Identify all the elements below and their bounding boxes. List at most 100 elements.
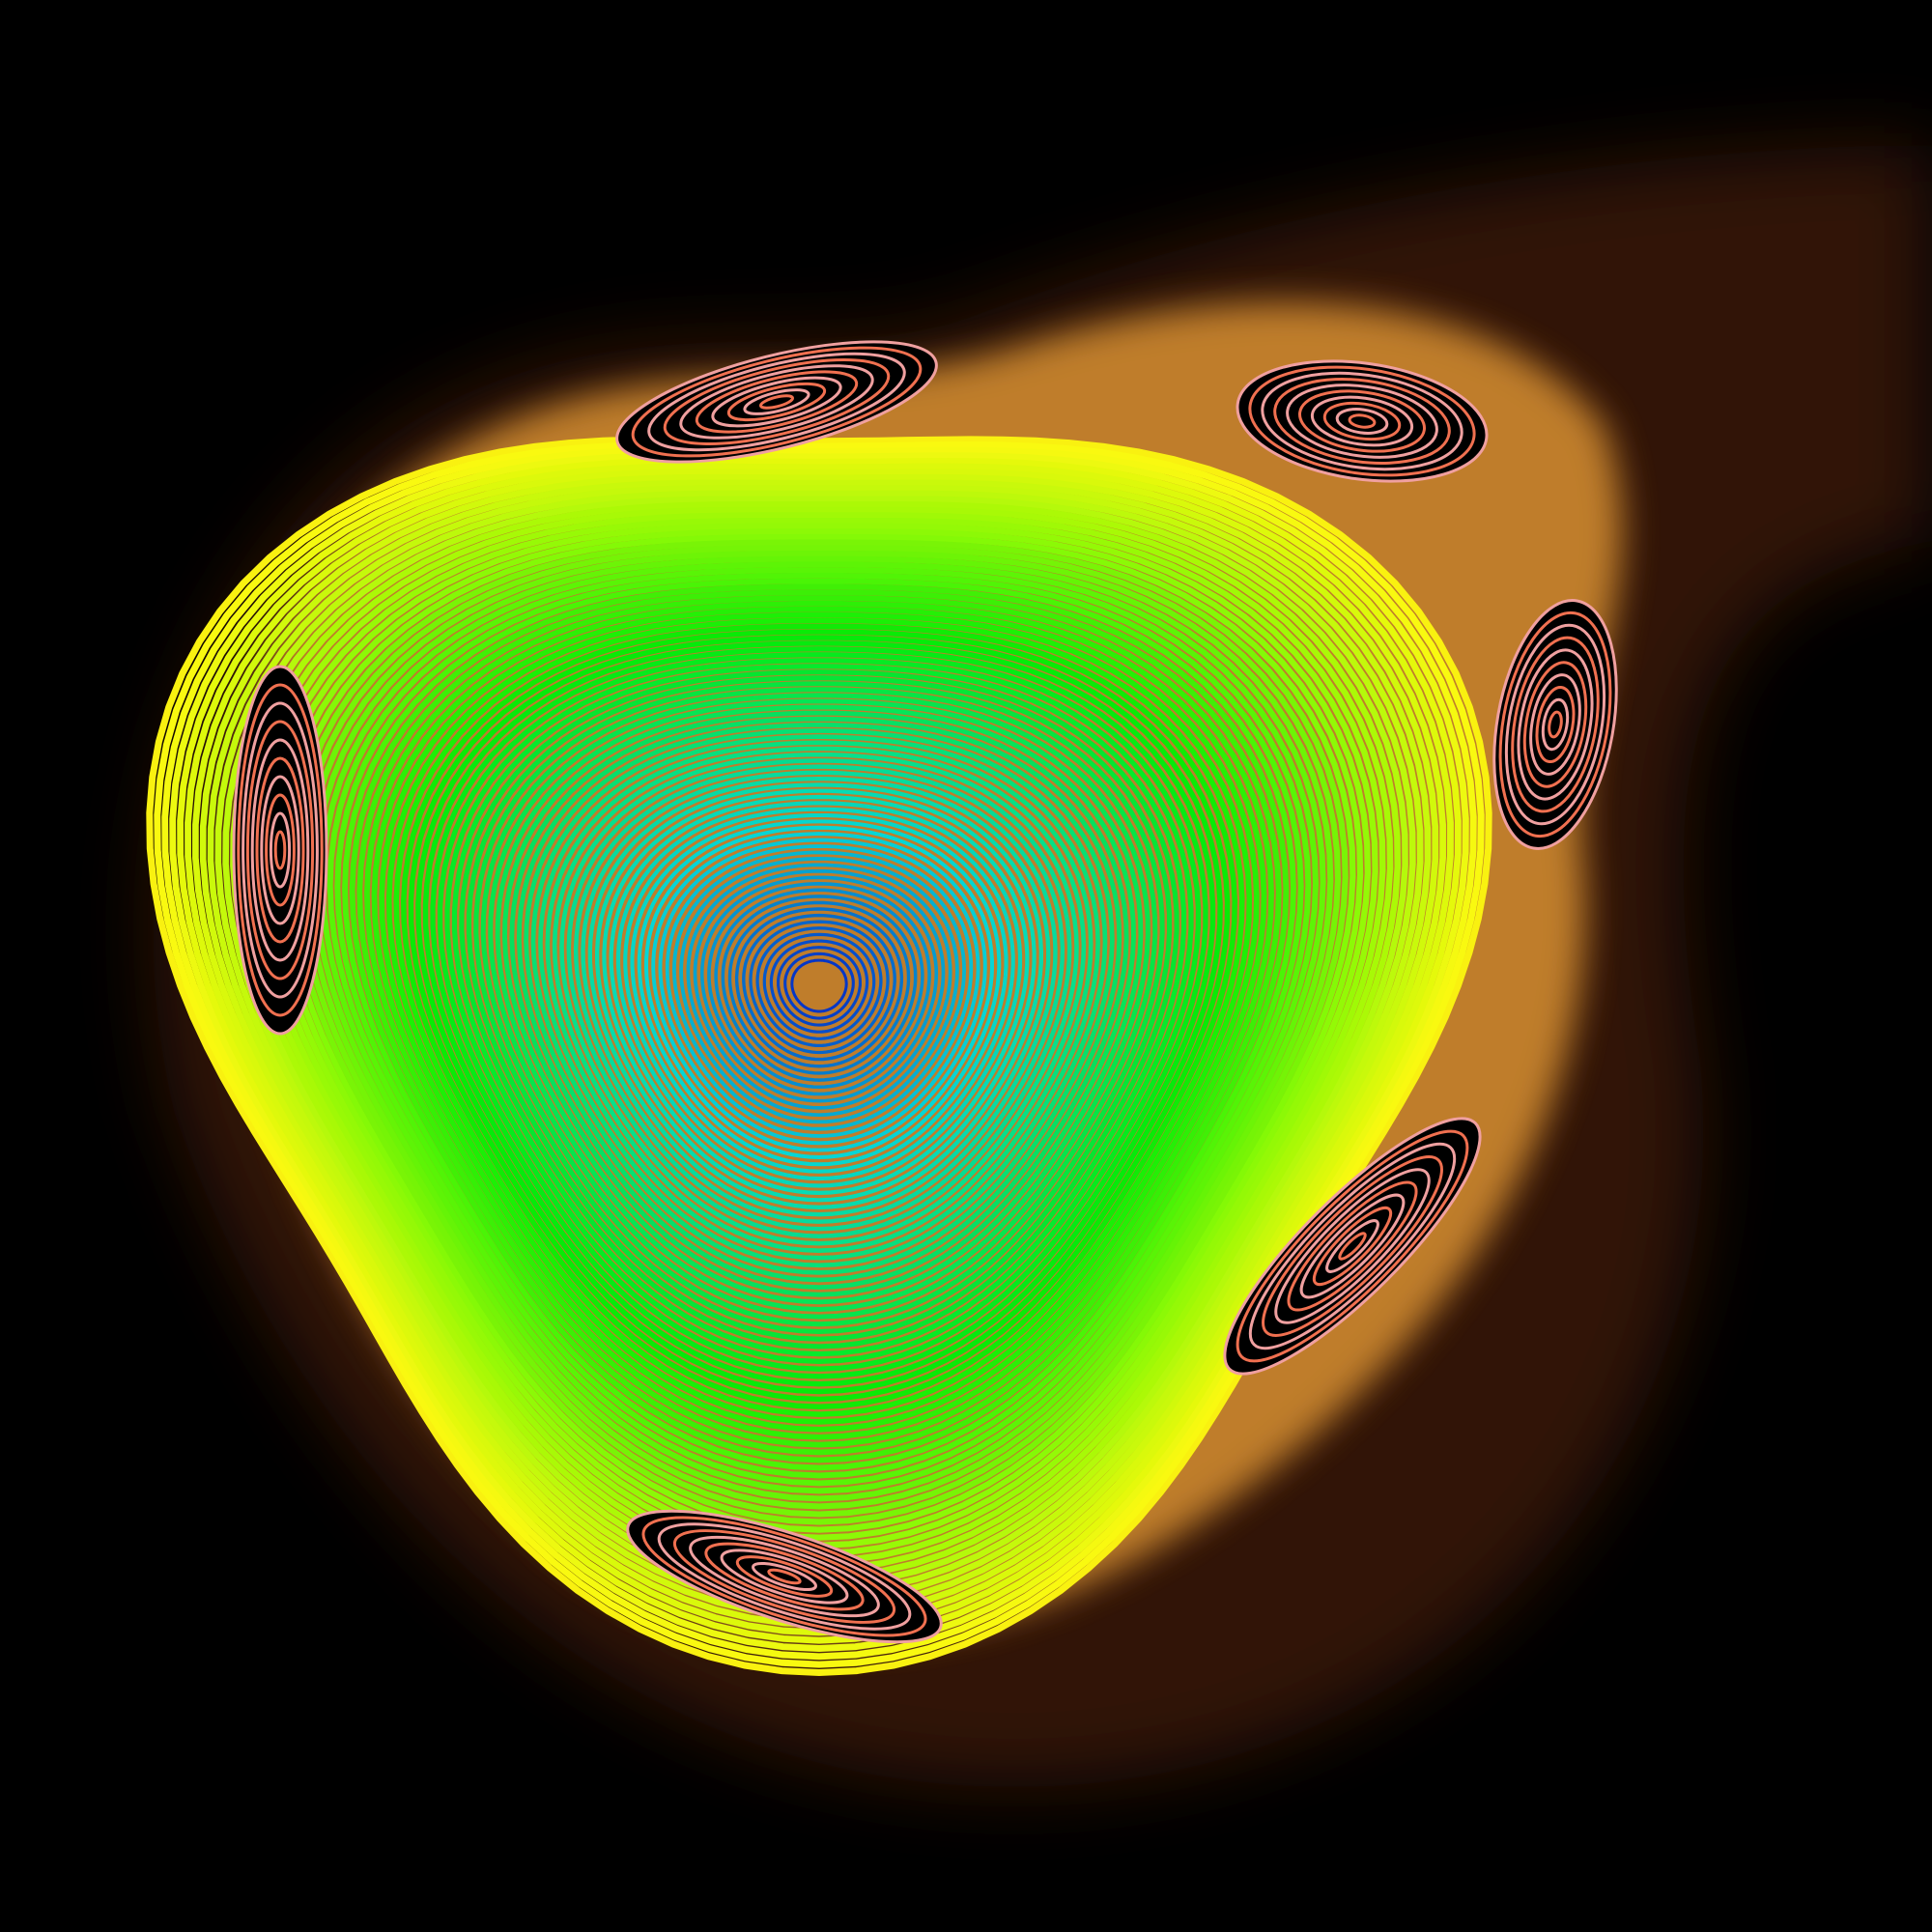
invariant-curve (679, 856, 959, 1124)
island-curve (1287, 1180, 1418, 1312)
island-curve (626, 1509, 943, 1644)
island-curve (265, 793, 296, 907)
island-curve (255, 756, 305, 944)
island-curve (663, 358, 891, 445)
invariant-curve (783, 952, 855, 1020)
invariant-curve (566, 758, 1072, 1238)
island-curve (1325, 1219, 1379, 1273)
invariant-curve (516, 716, 1122, 1291)
island-curve (735, 1555, 834, 1598)
island-curve (260, 775, 300, 925)
invariant-curve (671, 850, 967, 1131)
invariant-curve (185, 463, 1454, 1636)
invariant-curve (777, 946, 862, 1027)
invariant-curve (393, 617, 1245, 1417)
invariant-curve (379, 606, 1260, 1433)
invariant-curve (742, 913, 896, 1062)
invariant-curve (721, 895, 918, 1082)
island-curve (1504, 623, 1606, 826)
island-curve (1223, 1117, 1482, 1376)
island-curve (1236, 1129, 1469, 1363)
invariant-curve (495, 698, 1144, 1312)
island-curve (1548, 710, 1563, 739)
island-curve (1529, 673, 1581, 776)
island-curve (657, 1522, 912, 1631)
invariant-curve (693, 868, 946, 1110)
island-curve (720, 1548, 849, 1605)
invariant-curve (297, 545, 1342, 1518)
island-curve (758, 394, 795, 410)
island-curve (1274, 1168, 1431, 1324)
invariant-curve (623, 807, 1015, 1181)
island-curve (1262, 1155, 1443, 1337)
invariant-curve (199, 473, 1439, 1620)
invariant-curve (658, 838, 980, 1146)
invariant-curve (327, 567, 1312, 1487)
island (615, 340, 938, 464)
invariant-curve (755, 926, 883, 1048)
island (626, 1509, 943, 1644)
invariant-curve (538, 734, 1100, 1268)
invariant-curve (422, 640, 1216, 1387)
invariant-curve (207, 479, 1432, 1612)
island-curve (711, 376, 842, 428)
island-curve (726, 382, 827, 422)
invariant-curve (699, 875, 939, 1103)
island (1236, 359, 1489, 483)
invariant-curve (714, 888, 924, 1090)
island-curve (767, 1568, 802, 1585)
invariant-curve (459, 669, 1179, 1350)
island-curve (615, 340, 938, 464)
invariant-curve (401, 623, 1237, 1409)
invariant-curve (602, 788, 1037, 1203)
invariant-curve (385, 611, 1253, 1425)
island-chain (232, 340, 1618, 1644)
invariant-curve (727, 900, 911, 1075)
island-curve (689, 1535, 880, 1618)
invariant-curve (192, 469, 1446, 1629)
island-curve (1248, 365, 1476, 477)
island-curve (273, 830, 287, 870)
invariant-curve (480, 687, 1158, 1327)
invariant-curve (559, 752, 1079, 1246)
invariant-curve (615, 801, 1023, 1188)
invariant-curve (609, 794, 1030, 1196)
island-curve (641, 1516, 927, 1637)
invariant-curve (686, 863, 952, 1118)
invariant-curve (364, 595, 1274, 1448)
invariant-curve (665, 844, 974, 1138)
island-curve (1297, 389, 1427, 453)
island-curve (1322, 401, 1402, 441)
invariant-curve (509, 710, 1129, 1297)
island-curve (1511, 636, 1600, 813)
invariant-curve (334, 572, 1304, 1479)
invariant-curve (444, 658, 1194, 1365)
invariant-curve (734, 907, 904, 1068)
invariant-curve (177, 457, 1462, 1644)
island-curve (1310, 395, 1414, 447)
island-curve (679, 364, 874, 440)
island-curve (1348, 413, 1377, 429)
island-curve (1248, 1142, 1457, 1350)
invariant-curve (762, 932, 876, 1040)
island-curve (1273, 378, 1451, 465)
island-curve (1517, 648, 1594, 801)
invariant-curve (651, 832, 987, 1152)
island-curve (1261, 371, 1463, 471)
invariant-curve (630, 812, 1009, 1174)
invariant-curve (530, 728, 1108, 1275)
invariant-curve (437, 652, 1202, 1372)
island-curve (752, 1561, 817, 1592)
invariant-curve (587, 776, 1051, 1217)
island-curve (250, 738, 310, 962)
invariant-curve (466, 675, 1173, 1342)
island-curve (631, 346, 923, 458)
invariant-curve (451, 664, 1187, 1357)
invariant-curve (161, 446, 1477, 1661)
island-curve (672, 1529, 896, 1624)
invariant-curve (304, 550, 1334, 1510)
invariant-curve (312, 555, 1326, 1502)
island-curve (704, 1542, 865, 1611)
island-curve (242, 701, 319, 999)
